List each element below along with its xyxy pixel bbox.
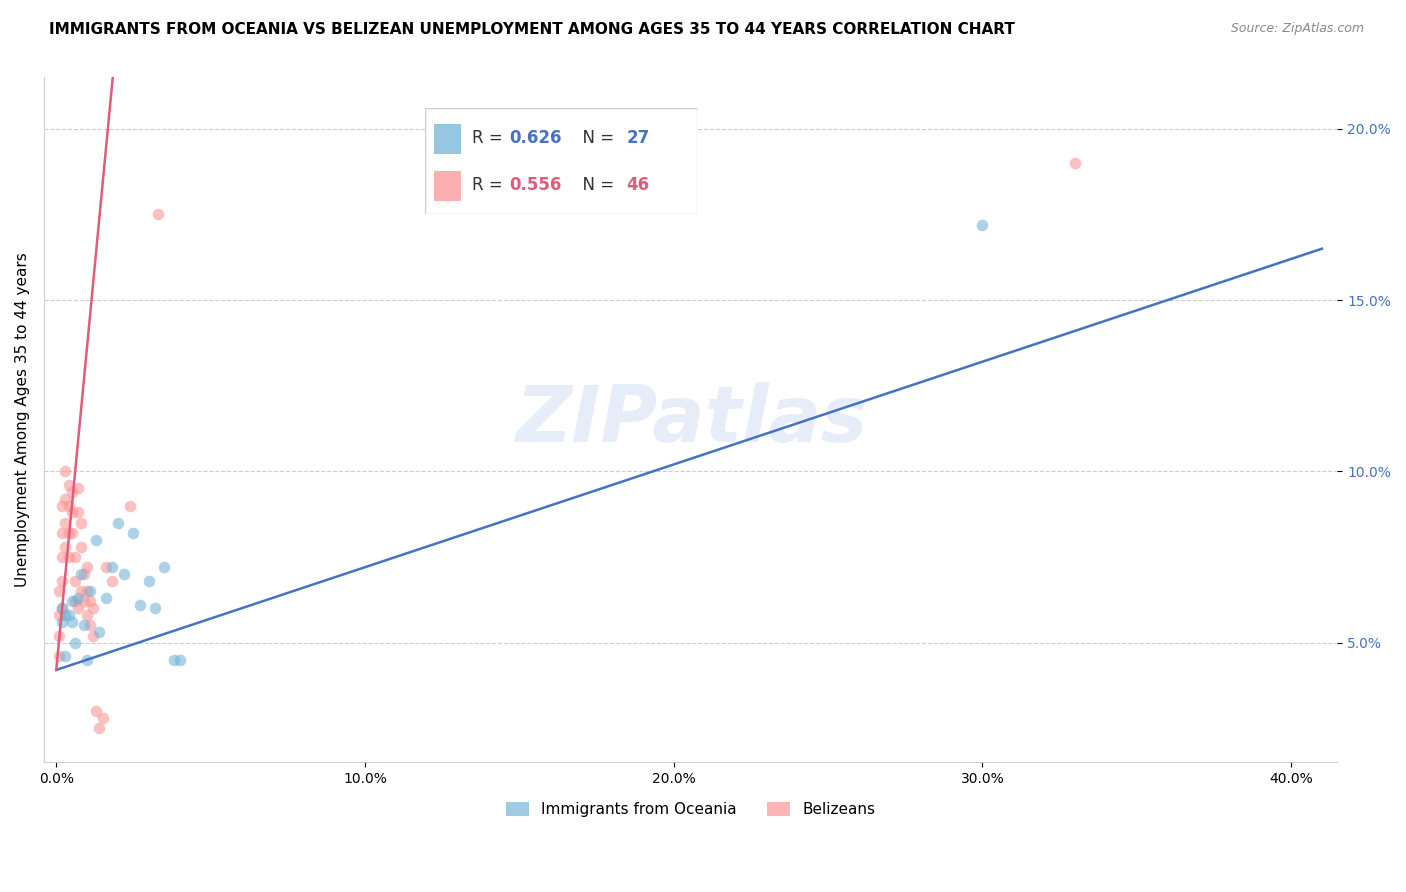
Point (66, 482, 89, 496)
Text: ZIPatlas: ZIPatlas (515, 382, 866, 458)
Point (162, 653, 184, 667)
Point (55, 464, 77, 478)
Point (58, 478, 80, 492)
Point (112, 567, 135, 582)
Point (1064, 156, 1087, 170)
Point (79, 594, 101, 608)
Point (55, 516, 77, 530)
Point (76, 584, 98, 599)
Point (94, 560, 117, 574)
Point (153, 560, 176, 574)
Point (66, 505, 89, 519)
Point (51, 574, 73, 588)
Point (73, 567, 96, 582)
Point (169, 653, 191, 667)
Point (107, 516, 129, 530)
Point (73, 618, 96, 632)
Text: Source: ZipAtlas.com: Source: ZipAtlas.com (1230, 22, 1364, 36)
Point (60, 484, 83, 499)
Point (128, 598, 150, 612)
Point (122, 525, 145, 540)
Point (51, 601, 73, 615)
Point (55, 649, 77, 664)
Point (60, 594, 83, 608)
Point (51, 499, 73, 513)
Point (66, 591, 89, 605)
Point (63, 635, 86, 649)
Point (51, 615, 73, 629)
Point (51, 549, 73, 564)
Point (55, 608, 77, 623)
Point (146, 207, 169, 221)
Point (76, 608, 98, 623)
Point (94, 591, 117, 605)
Point (66, 601, 89, 615)
Point (51, 601, 73, 615)
Point (76, 560, 98, 574)
Point (143, 601, 166, 615)
Point (89, 721, 111, 735)
Point (55, 540, 77, 554)
Point (58, 499, 80, 513)
Point (58, 608, 80, 623)
Point (70, 584, 93, 599)
Point (70, 516, 93, 530)
Point (86, 533, 108, 547)
Point (60, 525, 83, 540)
Point (60, 505, 83, 519)
Point (101, 574, 124, 588)
Point (48, 629, 70, 643)
Point (82, 601, 104, 615)
Point (63, 549, 86, 564)
Point (82, 629, 104, 643)
Legend: Immigrants from Oceania, Belizeans: Immigrants from Oceania, Belizeans (499, 796, 882, 823)
Point (86, 704, 108, 718)
Point (48, 608, 70, 623)
Point (79, 584, 101, 599)
Point (79, 618, 101, 632)
Point (58, 549, 80, 564)
Point (55, 491, 77, 506)
Point (70, 567, 93, 582)
Point (73, 594, 96, 608)
Point (63, 574, 86, 588)
Point (101, 560, 124, 574)
Point (58, 525, 80, 540)
Text: IMMIGRANTS FROM OCEANIA VS BELIZEAN UNEMPLOYMENT AMONG AGES 35 TO 44 YEARS CORRE: IMMIGRANTS FROM OCEANIA VS BELIZEAN UNEM… (49, 22, 1015, 37)
Point (48, 584, 70, 599)
Point (63, 594, 86, 608)
Point (76, 653, 98, 667)
Point (89, 625, 111, 640)
Point (51, 525, 73, 540)
Point (972, 218, 994, 232)
Y-axis label: Unemployment Among Ages 35 to 44 years: Unemployment Among Ages 35 to 44 years (15, 252, 30, 587)
Point (70, 540, 93, 554)
Point (120, 499, 142, 513)
Point (138, 574, 160, 588)
Point (60, 615, 83, 629)
Point (91, 711, 114, 725)
Point (48, 649, 70, 664)
